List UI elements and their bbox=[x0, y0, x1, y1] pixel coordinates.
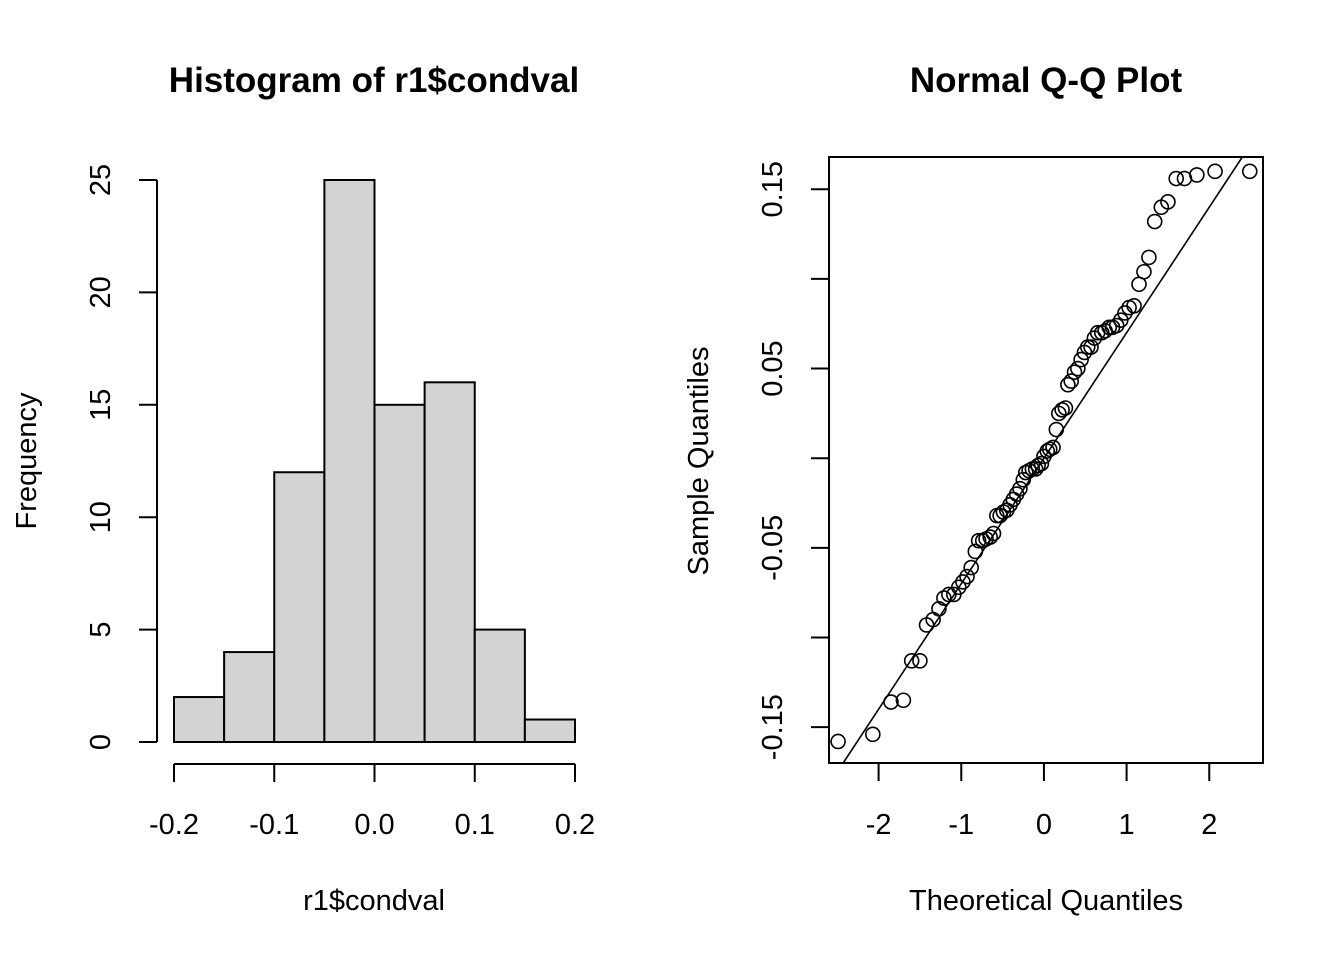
histogram-x-tick-label: 0.2 bbox=[555, 809, 595, 841]
qq-point bbox=[974, 532, 991, 549]
qq-point bbox=[1012, 480, 1028, 497]
qq-y-tick-label: 0.15 bbox=[757, 161, 789, 217]
qq-point bbox=[1060, 376, 1076, 393]
histogram-x-tick-label: -0.2 bbox=[149, 809, 199, 841]
qq-point bbox=[982, 529, 999, 545]
qq-y-axis: -0.15 -0.05 0.05 0.15 bbox=[757, 161, 829, 760]
histogram-ylabel: Frequency bbox=[11, 392, 43, 530]
qq-point bbox=[1048, 421, 1065, 438]
qq-point bbox=[959, 568, 975, 585]
qq-y-tick-label: -0.05 bbox=[757, 515, 789, 581]
qq-point bbox=[895, 692, 912, 709]
qq-points bbox=[830, 163, 1258, 750]
qq-point bbox=[1021, 462, 1037, 479]
histogram-bar bbox=[473, 628, 526, 743]
histogram-x-axis: -0.2 -0.1 0.0 0.1 0.2 bbox=[149, 763, 595, 841]
histogram-x-tick-label: -0.1 bbox=[249, 809, 299, 841]
qq-point bbox=[1015, 471, 1032, 488]
qq-point bbox=[985, 525, 1002, 542]
qq-point bbox=[1241, 163, 1258, 180]
qq-point bbox=[903, 653, 920, 669]
qq-point bbox=[967, 543, 984, 560]
histogram-title: Histogram of r1$condval bbox=[169, 61, 579, 100]
histogram-bar bbox=[373, 403, 426, 743]
histogram-bar bbox=[173, 696, 226, 743]
qq-point bbox=[912, 653, 928, 669]
histogram-y-tick-label: 20 bbox=[85, 276, 117, 308]
qq-point bbox=[1041, 441, 1058, 458]
histogram-xlabel: r1$condval bbox=[303, 885, 445, 917]
qq-point bbox=[1054, 401, 1070, 418]
qq-point bbox=[1126, 298, 1142, 314]
qq-point bbox=[1030, 457, 1046, 474]
qq-point bbox=[1070, 360, 1086, 377]
qq-x-tick-label: -2 bbox=[866, 809, 892, 841]
qq-point bbox=[950, 579, 967, 596]
qq-point bbox=[1063, 373, 1080, 389]
histogram-panel: Histogram of r1$condval r1$condval Frequ… bbox=[11, 61, 595, 917]
qq-point bbox=[1141, 249, 1157, 266]
qq-point bbox=[1045, 439, 1061, 456]
qq-x-tick-label: 0 bbox=[1036, 809, 1052, 841]
qq-xlabel: Theoretical Quantiles bbox=[909, 885, 1183, 917]
qq-point bbox=[1073, 351, 1089, 368]
histogram-bar bbox=[523, 718, 576, 744]
qq-point bbox=[1033, 455, 1050, 472]
qq-point bbox=[955, 574, 971, 590]
qq-point bbox=[865, 726, 881, 743]
histogram-y-tick-label: 10 bbox=[85, 501, 117, 533]
qq-x-tick-label: -1 bbox=[948, 809, 974, 841]
qq-point bbox=[1160, 194, 1176, 210]
histogram-y-tick-label: 25 bbox=[85, 164, 117, 196]
histogram-bar bbox=[423, 381, 476, 743]
histogram-x-tick-label: 0.0 bbox=[354, 809, 394, 841]
qq-point bbox=[1136, 263, 1152, 280]
qq-plot-panel: Normal Q-Q Plot Theoretical Quantiles Sa… bbox=[683, 61, 1264, 917]
qq-point bbox=[1027, 461, 1044, 477]
qq-point bbox=[1146, 213, 1163, 230]
qq-title: Normal Q-Q Plot bbox=[910, 61, 1183, 100]
qq-point bbox=[1083, 339, 1099, 355]
qq-plot-box bbox=[828, 156, 1264, 764]
histogram-x-tick-label: 0.1 bbox=[455, 809, 495, 841]
histogram-bar bbox=[273, 471, 326, 743]
qq-point bbox=[1189, 167, 1205, 183]
qq-y-tick-label: 0.05 bbox=[757, 340, 789, 396]
histogram-y-tick-label: 0 bbox=[85, 734, 117, 750]
qq-point bbox=[963, 559, 979, 576]
qq-x-tick-label: 1 bbox=[1119, 809, 1135, 841]
qq-y-tick-label: -0.15 bbox=[757, 694, 789, 760]
qq-point bbox=[1066, 364, 1083, 380]
qq-ylabel: Sample Quantiles bbox=[683, 347, 715, 576]
qq-point bbox=[936, 590, 952, 606]
histogram-y-tick-label: 15 bbox=[85, 389, 117, 421]
histogram-y-axis: 0 5 10 15 20 25 bbox=[85, 164, 158, 750]
qq-x-axis: -2 -1 0 1 2 bbox=[866, 763, 1217, 841]
histogram-y-tick-label: 5 bbox=[85, 622, 117, 638]
qq-point bbox=[1108, 317, 1125, 334]
histogram-bars bbox=[173, 179, 576, 744]
histogram-bar bbox=[223, 651, 276, 744]
qq-point bbox=[1207, 163, 1223, 180]
qq-point bbox=[1168, 170, 1184, 187]
qq-point bbox=[883, 694, 899, 710]
histogram-bar bbox=[323, 179, 376, 743]
qq-point bbox=[1057, 400, 1074, 416]
qq-point bbox=[830, 733, 846, 750]
qq-point bbox=[970, 532, 987, 549]
qq-x-tick-label: 2 bbox=[1201, 809, 1217, 841]
